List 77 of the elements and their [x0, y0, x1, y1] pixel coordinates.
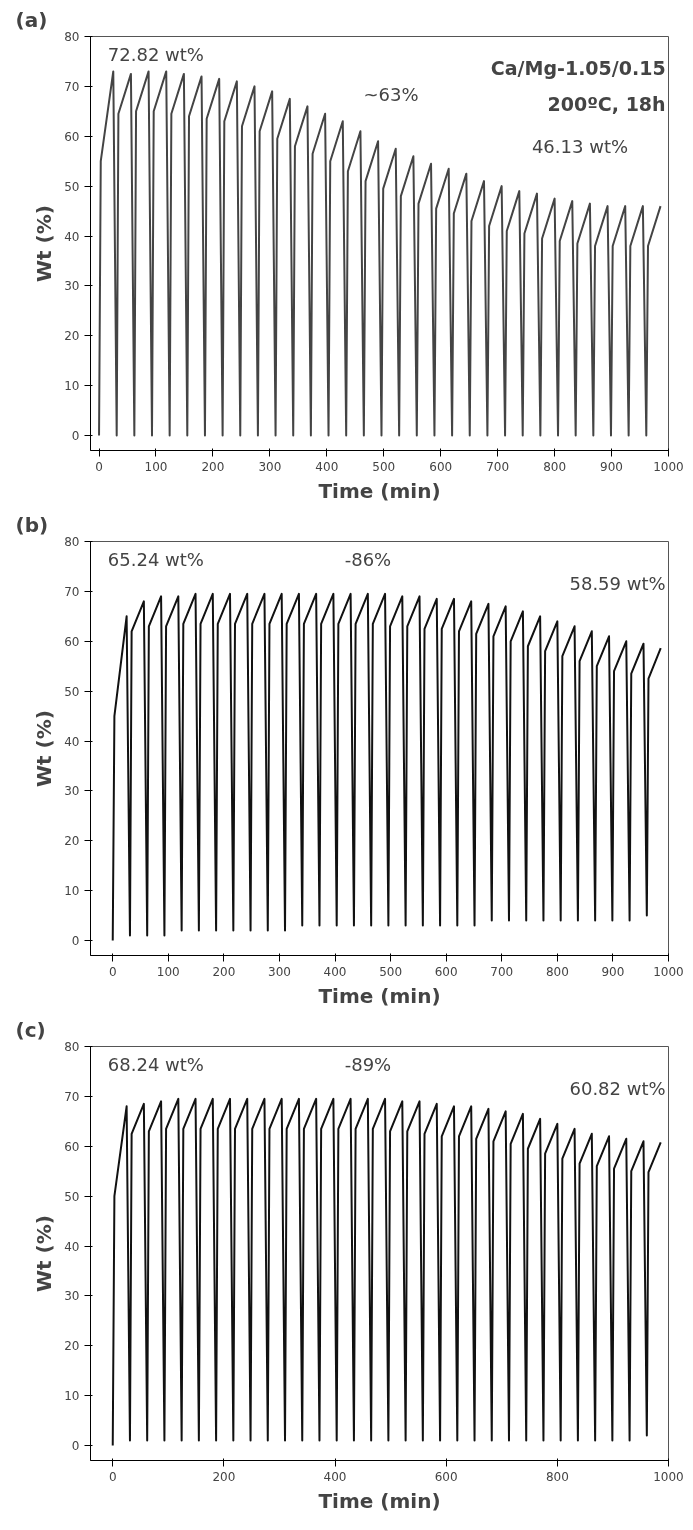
y-tick-label: 40 — [64, 1239, 80, 1254]
x-tick-label: 0 — [108, 964, 117, 979]
y-axis-title: Wt (%) — [32, 710, 57, 787]
y-tick-label: 30 — [64, 1289, 80, 1304]
annotation: 60.82 wt% — [569, 1077, 666, 1099]
y-tick-label: 20 — [64, 834, 80, 849]
y-tick-label: 50 — [64, 1189, 80, 1204]
y-tick-label: 70 — [64, 1089, 80, 1104]
x-tick-label: 300 — [258, 459, 282, 474]
annotation: Ca/Mg-1.05/0.15 — [490, 56, 666, 79]
x-axis-title: Time (min) — [318, 983, 441, 1008]
y-tick-label: 60 — [64, 634, 80, 649]
x-tick-label: 200 — [212, 1469, 236, 1484]
x-tick-label: 100 — [144, 459, 168, 474]
x-tick-label: 0 — [108, 1469, 117, 1484]
annotation: 46.13 wt% — [531, 135, 629, 157]
y-tick-label: 50 — [64, 684, 80, 699]
annotation: 65.24 wt% — [107, 548, 204, 570]
y-tick-label: 0 — [71, 1439, 80, 1454]
x-tick-label: 800 — [545, 1469, 569, 1484]
x-tick-label: 700 — [490, 964, 514, 979]
x-axis-title: Time (min) — [318, 1488, 441, 1513]
y-tick-label: 80 — [64, 535, 80, 549]
y-tick-label: 80 — [64, 30, 80, 44]
x-tick-label: 700 — [486, 459, 510, 474]
x-tick-label: 1000 — [653, 459, 684, 474]
x-tick-label: 400 — [323, 964, 347, 979]
y-tick-label: 10 — [64, 884, 80, 899]
y-tick-label: 20 — [64, 1339, 80, 1354]
x-tick-label: 400 — [315, 459, 339, 474]
line-series — [111, 592, 662, 942]
y-tick-label: 70 — [64, 584, 80, 599]
y-tick-label: 30 — [64, 279, 80, 294]
x-tick-label: 600 — [429, 459, 453, 474]
y-tick-label: 10 — [64, 379, 80, 394]
y-axis-title: Wt (%) — [32, 1215, 57, 1292]
annotation: 72.82 wt% — [107, 43, 204, 65]
x-axis-title: Time (min) — [318, 478, 441, 503]
x-tick-label: 800 — [543, 459, 567, 474]
x-tick-label: 1000 — [653, 964, 684, 979]
annotation: 200ºC, 18h — [547, 92, 666, 115]
y-tick-label: 60 — [64, 1139, 80, 1154]
y-tick-label: 50 — [64, 179, 80, 194]
chart-title: (a) — [15, 7, 48, 32]
y-tick-label: 60 — [64, 129, 80, 144]
x-tick-label: 200 — [201, 459, 225, 474]
x-tick-label: 500 — [372, 459, 396, 474]
y-tick-label: 40 — [64, 734, 80, 749]
x-tick-label: 300 — [268, 964, 291, 979]
x-tick-label: 600 — [434, 964, 458, 979]
x-tick-label: 900 — [600, 459, 624, 474]
x-tick-label: 0 — [95, 459, 103, 474]
annotation: 58.59 wt% — [569, 572, 666, 594]
x-tick-label: 400 — [323, 1469, 347, 1484]
y-tick-label: 10 — [64, 1389, 80, 1404]
annotation: -86% — [344, 548, 392, 570]
x-tick-label: 100 — [156, 964, 180, 979]
x-tick-label: 800 — [545, 964, 569, 979]
y-tick-label: 80 — [64, 1040, 80, 1054]
x-tick-label: 200 — [212, 964, 236, 979]
y-tick-label: 70 — [64, 79, 80, 94]
x-tick-label: 900 — [601, 964, 625, 979]
y-tick-label: 20 — [64, 329, 80, 344]
line-series — [111, 1097, 662, 1447]
annotation: -89% — [344, 1053, 392, 1075]
chart-title: (c) — [15, 1017, 46, 1042]
x-tick-label: 500 — [379, 964, 403, 979]
x-tick-label: 600 — [434, 1469, 458, 1484]
x-tick-label: 1000 — [653, 1469, 684, 1484]
annotation: 68.24 wt% — [107, 1053, 204, 1075]
y-tick-label: 30 — [64, 784, 80, 799]
y-tick-label: 0 — [71, 429, 80, 444]
chart-title: (b) — [15, 512, 49, 537]
y-tick-label: 40 — [64, 229, 80, 244]
annotation: ~63% — [363, 83, 419, 105]
y-tick-label: 0 — [71, 934, 80, 949]
y-axis-title: Wt (%) — [32, 205, 57, 282]
